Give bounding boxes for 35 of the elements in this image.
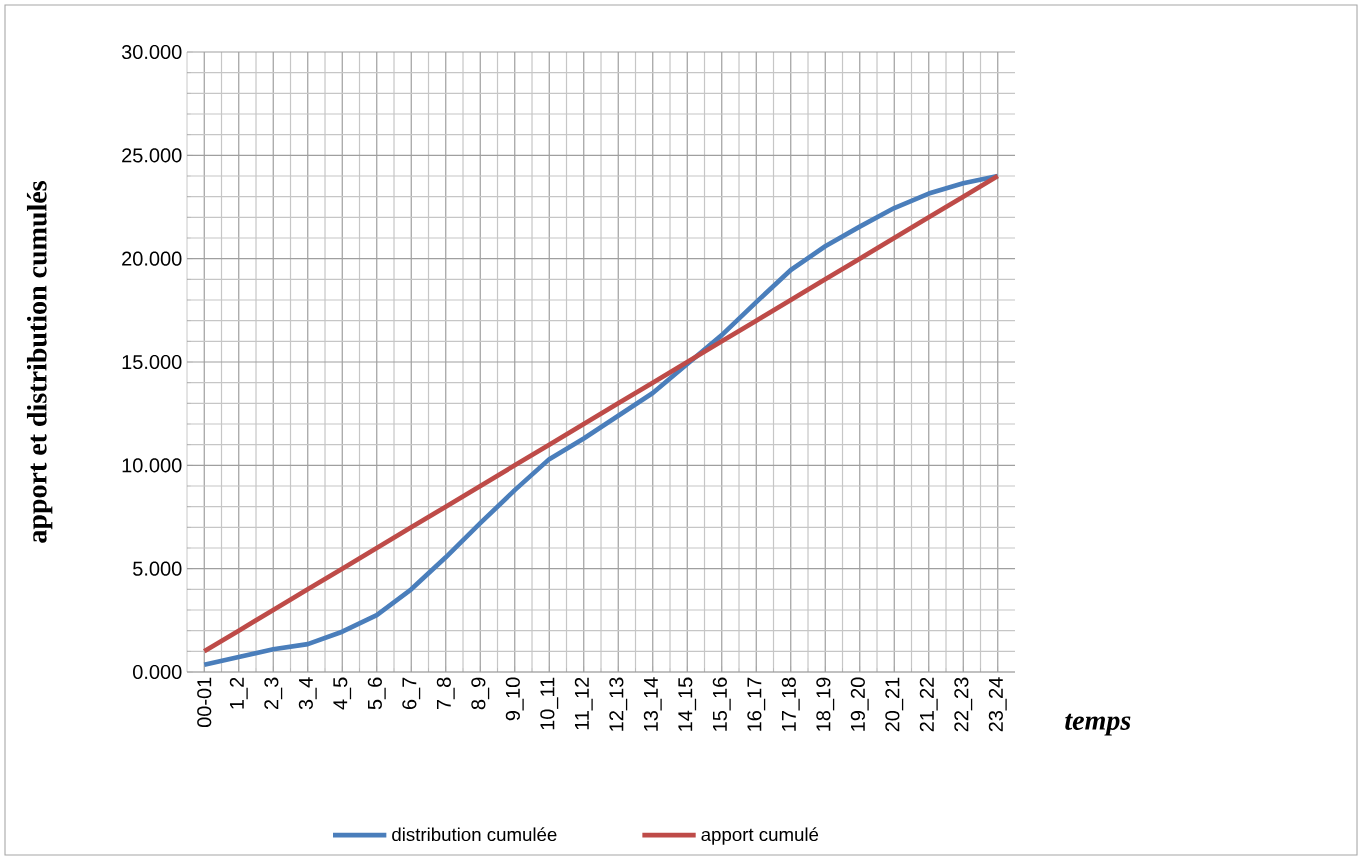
y-tick-label: 30.000: [121, 44, 182, 60]
x-tick-label: 17_18: [781, 677, 800, 731]
x-tick-label: 2_3: [264, 677, 283, 710]
x-tick-label: 14_15: [678, 677, 697, 731]
x-tick-label: 3_4: [298, 677, 317, 710]
y-tick-label: 25.000: [122, 148, 182, 163]
y-tick-label: 5.000: [133, 561, 182, 576]
x-tick-label: 9_10: [505, 677, 524, 721]
x-axis-title: temps: [1065, 713, 1131, 736]
y-tick-label: 0.000: [133, 664, 182, 680]
x-tick-label: 12_13: [609, 677, 628, 731]
x-tick-label: 8_9: [471, 677, 490, 710]
x-tick-label: 00-01: [197, 677, 212, 728]
x-tick-label: 22_23: [954, 677, 973, 732]
y-tick-label: 15.000: [122, 354, 182, 370]
x-tick-label: 1_2: [229, 677, 248, 709]
y-tick-label: 10.000: [122, 458, 182, 473]
y-axis-title: apport et distribution cumulés: [26, 181, 53, 543]
x-tick-label: 7_8: [436, 677, 455, 710]
x-tick-label: 10_11: [540, 677, 559, 730]
x-tick-label: 15_16: [712, 677, 731, 731]
x-tick-label: 16_17: [747, 677, 766, 731]
x-tick-label: 11_12: [574, 677, 593, 730]
x-tick-label: 19_20: [850, 677, 869, 731]
legend-label: distribution cumulée: [392, 827, 557, 842]
x-tick-label: 4_5: [333, 677, 352, 710]
x-tick-label: 23_24: [988, 677, 1007, 732]
y-tick-label: 20.000: [122, 251, 182, 266]
x-tick-label: 13_14: [643, 677, 662, 731]
legend-label: apport cumulé: [701, 827, 819, 845]
x-tick-label: 5_6: [367, 677, 386, 710]
x-tick-label: 21_22: [919, 677, 938, 732]
x-tick-label: 6_7: [402, 677, 421, 710]
x-tick-label: 20_21: [885, 677, 904, 732]
x-tick-label: 18_19: [816, 677, 835, 731]
